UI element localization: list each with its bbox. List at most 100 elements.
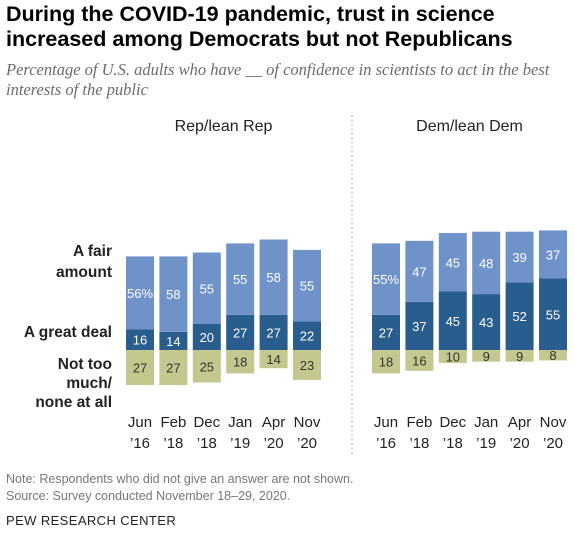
bar-fair-amount <box>226 243 255 315</box>
data-label-not-too-much: 18 <box>379 355 393 370</box>
bar-great-deal <box>159 331 188 350</box>
data-label-fair-amount: 55 <box>233 272 247 287</box>
bar-great-deal <box>192 324 221 350</box>
bar-not-too-much <box>259 350 288 369</box>
data-label-great-deal: 14 <box>166 334 180 349</box>
data-label-great-deal: 27 <box>266 325 280 340</box>
tick-label-year: ’18 <box>197 435 217 452</box>
row-label-great-deal: A great deal <box>24 324 112 341</box>
bar-great-deal <box>505 282 534 350</box>
data-label-fair-amount: 55 <box>300 279 314 294</box>
bar-great-deal <box>226 314 255 350</box>
bar-great-deal <box>259 314 288 350</box>
bar-fair-amount <box>259 239 288 315</box>
bar-not-too-much <box>438 350 467 363</box>
bar-fair-amount <box>405 240 434 302</box>
data-label-not-too-much: 27 <box>166 361 180 376</box>
tick-label-month: Apr <box>508 414 531 431</box>
tick-label-year: ’20 <box>510 435 530 452</box>
row-label-not-too-much: Not too <box>58 356 112 373</box>
data-label-not-too-much: 8 <box>549 348 556 363</box>
tick-label-month: Dec <box>439 414 466 431</box>
tick-label-year: ’20 <box>264 435 284 452</box>
panel-title-1: Dem/lean Dem <box>416 118 523 135</box>
bar-fair-amount <box>159 256 188 332</box>
data-label-great-deal: 22 <box>300 329 314 344</box>
data-label-great-deal: 37 <box>412 319 426 334</box>
bar-not-too-much <box>505 350 534 362</box>
tick-label-year: ’19 <box>476 435 496 452</box>
bar-not-too-much <box>405 350 434 371</box>
tick-label-month: Feb <box>406 414 432 431</box>
data-label-fair-amount: 47 <box>412 264 426 279</box>
tick-label-year: ’18 <box>443 435 463 452</box>
row-label-not-too-much: none at all <box>35 394 112 411</box>
tick-label-month: Feb <box>160 414 186 431</box>
brand-label: PEW RESEARCH CENTER <box>6 513 177 528</box>
data-label-fair-amount: 45 <box>446 255 460 270</box>
data-label-not-too-much: 16 <box>412 353 426 368</box>
row-label-fair-amount: A fair <box>73 243 112 260</box>
data-label-not-too-much: 9 <box>483 349 490 364</box>
tick-label-year: ’20 <box>297 435 317 452</box>
panel-title-0: Rep/lean Rep <box>175 118 273 135</box>
data-label-fair-amount: 37 <box>546 247 560 262</box>
tick-label-year: ’18 <box>163 435 183 452</box>
data-label-not-too-much: 10 <box>446 350 460 365</box>
data-label-fair-amount: 58 <box>166 287 180 302</box>
data-label-fair-amount: 39 <box>512 250 526 265</box>
tick-label-year: ’19 <box>230 435 250 452</box>
bar-fair-amount <box>539 230 567 279</box>
bar-fair-amount <box>293 249 321 322</box>
row-label-not-too-much: much/ <box>66 375 112 392</box>
data-label-great-deal: 43 <box>479 315 493 330</box>
source-text: Source: Survey conducted November 18–29,… <box>6 489 291 503</box>
tick-label-month: Jun <box>128 414 152 431</box>
bar-great-deal <box>126 329 154 350</box>
data-label-fair-amount: 55 <box>200 281 214 296</box>
bar-not-too-much <box>126 350 154 386</box>
bar-not-too-much <box>472 350 501 362</box>
tick-label-year: ’16 <box>376 435 396 452</box>
data-label-great-deal: 20 <box>200 330 214 345</box>
bar-not-too-much <box>372 350 400 374</box>
bar-fair-amount <box>438 233 467 292</box>
row-label-fair-amount: amount <box>56 264 112 281</box>
chart-canvas: A fair amount A great deal Not too much/none… <box>24 115 567 455</box>
data-label-great-deal: 27 <box>233 325 247 340</box>
tick-label-year: ’20 <box>543 435 563 452</box>
bar-not-too-much <box>192 350 221 383</box>
bar-great-deal <box>539 278 567 350</box>
bar-great-deal <box>293 321 321 350</box>
bar-fair-amount <box>505 231 534 283</box>
bar-fair-amount <box>372 243 400 315</box>
bar-great-deal <box>472 294 501 350</box>
tick-label-month: Nov <box>294 414 321 431</box>
data-label-fair-amount: 55% <box>373 272 399 287</box>
data-label-great-deal: 16 <box>133 333 147 348</box>
bar-great-deal <box>405 301 434 350</box>
bar-fair-amount <box>472 231 501 295</box>
bar-not-too-much <box>159 350 188 386</box>
bar-fair-amount <box>192 252 221 324</box>
tick-label-year: ’16 <box>130 435 150 452</box>
data-label-great-deal: 45 <box>446 314 460 329</box>
notes: Note: Respondents who did not give an an… <box>6 471 566 505</box>
data-label-not-too-much: 25 <box>200 359 214 374</box>
data-label-not-too-much: 23 <box>300 358 314 373</box>
bar-great-deal <box>438 291 467 350</box>
chart-title: During the COVID-19 pandemic, trust in s… <box>6 2 513 51</box>
data-label-not-too-much: 14 <box>266 352 280 367</box>
data-label-fair-amount: 56% <box>127 286 153 301</box>
data-label-great-deal: 27 <box>379 325 393 340</box>
tick-label-month: Jan <box>474 414 498 431</box>
note-text: Note: Respondents who did not give an an… <box>6 472 354 486</box>
bar-not-too-much <box>293 350 321 380</box>
data-label-fair-amount: 48 <box>479 256 493 271</box>
data-label-great-deal: 52 <box>512 309 526 324</box>
tick-label-month: Nov <box>540 414 567 431</box>
tick-label-year: ’18 <box>409 435 429 452</box>
bar-great-deal <box>372 314 400 350</box>
data-label-fair-amount: 58 <box>266 270 280 285</box>
data-label-not-too-much: 9 <box>516 349 523 364</box>
